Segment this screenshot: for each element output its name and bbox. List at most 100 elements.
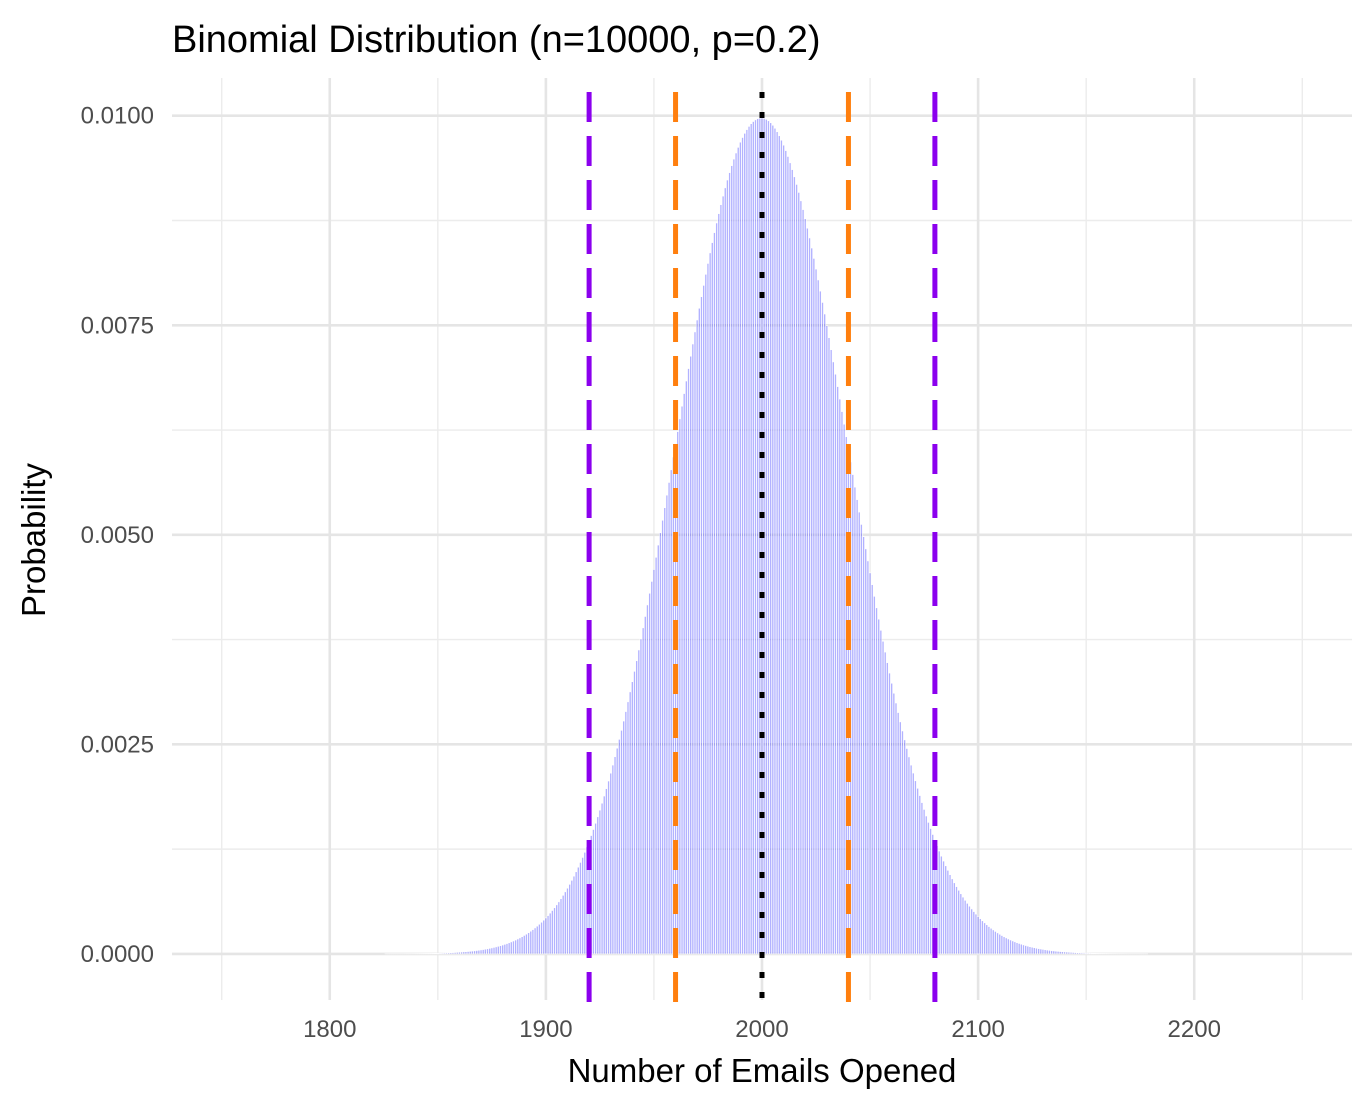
histogram-bar <box>711 243 713 954</box>
histogram-bar <box>484 949 486 954</box>
histogram-bar <box>1035 948 1037 954</box>
histogram-bar <box>1057 951 1059 954</box>
histogram-bar <box>940 856 942 954</box>
histogram-bar <box>755 120 757 954</box>
histogram-bar <box>774 128 776 954</box>
histogram-bar <box>876 608 878 954</box>
histogram-bar <box>919 796 921 954</box>
histogram-bar <box>783 145 785 954</box>
histogram-bar <box>562 895 564 954</box>
histogram-bar <box>744 133 746 954</box>
histogram-bar <box>642 628 644 954</box>
histogram-bar <box>757 119 759 954</box>
histogram-bar <box>731 166 733 954</box>
histogram-bar <box>1012 941 1014 954</box>
histogram-bar <box>949 875 951 954</box>
histogram-bar <box>640 639 642 954</box>
histogram-bar <box>467 952 469 954</box>
histogram-bar <box>675 444 677 954</box>
histogram-bar <box>1077 953 1079 954</box>
histogram-bar <box>1027 946 1029 954</box>
histogram-bar <box>597 817 599 954</box>
x-tick-label: 2000 <box>735 1016 788 1043</box>
histogram-bar <box>925 816 927 954</box>
histogram-bar <box>638 650 640 954</box>
histogram-bar <box>927 822 929 954</box>
histogram-bar <box>690 356 692 954</box>
histogram-bar <box>1031 947 1033 954</box>
histogram-bar <box>441 953 443 954</box>
histogram-bar <box>1094 953 1096 954</box>
histogram-bar <box>772 125 774 954</box>
histogram-bar <box>882 641 884 954</box>
histogram-bar <box>601 803 603 954</box>
histogram-bar <box>1053 951 1055 954</box>
histogram-bar <box>627 702 629 954</box>
x-tick-label: 2200 <box>1168 1016 1221 1043</box>
histogram-bar <box>770 123 772 954</box>
histogram-bar <box>1046 950 1048 954</box>
histogram-bar <box>491 948 493 954</box>
histogram-bar <box>577 867 579 954</box>
histogram-bar <box>977 916 979 953</box>
histogram-bar <box>997 933 999 954</box>
histogram-bar <box>830 350 832 954</box>
histogram-bar <box>605 789 607 954</box>
histogram-bar <box>525 934 527 954</box>
histogram-bar <box>649 593 651 954</box>
histogram-bar <box>493 947 495 953</box>
histogram-bar <box>543 920 545 954</box>
histogram-bar <box>802 210 804 954</box>
histogram-bar <box>865 549 867 954</box>
histogram-bar <box>1068 952 1070 954</box>
histogram-bar <box>515 940 517 954</box>
histogram-bar <box>930 829 932 954</box>
histogram-bar <box>737 147 739 954</box>
histogram-bar <box>666 495 668 954</box>
histogram-bar <box>703 285 705 954</box>
histogram-bar <box>554 908 556 954</box>
histogram-bar <box>519 938 521 954</box>
histogram-bar <box>917 788 919 954</box>
histogram-bar <box>726 180 728 954</box>
histogram-bar <box>480 950 482 954</box>
histogram-bar <box>837 387 839 954</box>
histogram-bar <box>908 757 910 954</box>
histogram-bar <box>722 196 724 954</box>
histogram-bar <box>536 926 538 954</box>
histogram-bar <box>839 399 841 954</box>
histogram-bar <box>517 939 519 954</box>
histogram-bar <box>899 722 901 954</box>
histogram-bar <box>871 585 873 954</box>
histogram-bar <box>793 177 795 954</box>
histogram-bar <box>966 903 968 954</box>
histogram-bar <box>895 703 897 954</box>
histogram-bar <box>696 320 698 954</box>
y-tick-label: 0.0100 <box>81 103 154 130</box>
histogram-bar <box>631 682 633 954</box>
histogram-bar <box>789 163 791 954</box>
histogram-bar <box>612 765 614 954</box>
histogram-bar <box>847 449 849 954</box>
histogram-bar <box>476 951 478 954</box>
histogram-bar <box>815 269 817 954</box>
histogram-bar <box>824 314 826 954</box>
histogram-bar <box>608 781 610 954</box>
histogram-bar <box>1079 953 1081 954</box>
histogram-bar <box>556 905 558 954</box>
x-tick-label: 1900 <box>519 1016 572 1043</box>
histogram-bar <box>886 663 888 954</box>
histogram-bar <box>610 773 612 954</box>
histogram-bar <box>945 866 947 954</box>
histogram-bar <box>685 381 687 954</box>
histogram-bar <box>1038 949 1040 954</box>
histogram-bar <box>512 941 514 954</box>
histogram-bar <box>765 119 767 954</box>
histogram-bar <box>854 487 856 954</box>
histogram-bar <box>681 406 683 954</box>
histogram-bar <box>571 880 573 954</box>
histogram-bar <box>906 748 908 953</box>
histogram-bar <box>1033 948 1035 954</box>
